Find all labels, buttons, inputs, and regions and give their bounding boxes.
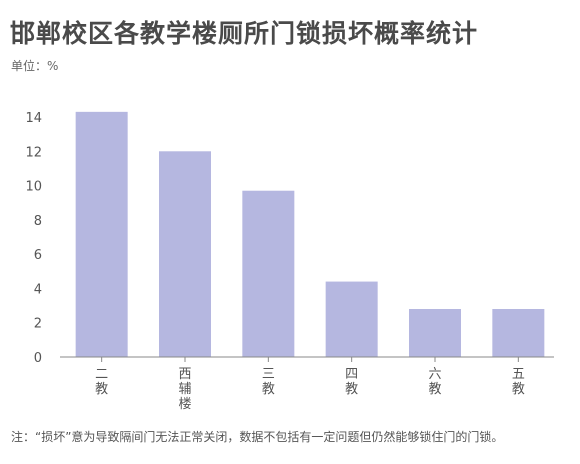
footnote: 注：“损坏”意为导致隔间门无法正常关闭，数据不包括有一定问题但仍然能够锁住门的门… [11, 430, 504, 444]
y-tick-label: 14 [25, 111, 42, 126]
y-tick-label: 12 [25, 145, 42, 160]
y-tick-label: 4 [34, 282, 42, 297]
bar-0 [75, 111, 128, 357]
x-tick-label: 五教 [512, 367, 525, 397]
unit-label: 单位：% [11, 59, 59, 73]
x-tick-label: 三教 [262, 367, 275, 397]
bar-2 [242, 190, 295, 357]
bar-5 [492, 309, 545, 357]
y-tick-label: 10 [25, 180, 42, 195]
bar-3 [325, 281, 378, 357]
y-tick-label: 0 [34, 351, 42, 366]
bar-4 [409, 309, 461, 357]
x-tick-label: 四教 [345, 367, 358, 397]
x-tick-label: 西辅楼 [178, 367, 191, 412]
x-tick-label: 二教 [95, 367, 108, 397]
x-tick-label: 六教 [428, 367, 441, 397]
y-tick-label: 6 [34, 248, 42, 263]
chart-title: 邯郸校区各教学楼厕所门锁损坏概率统计 [10, 19, 479, 48]
x-axis-labels: 二教 西辅楼 三教 四教 六教 五教 [95, 357, 525, 412]
y-axis-ticks: 0 2 4 6 8 10 12 14 [25, 111, 42, 366]
bar-1 [159, 151, 211, 357]
y-tick-label: 8 [34, 214, 42, 229]
y-tick-label: 2 [34, 317, 42, 332]
bars [75, 111, 545, 357]
